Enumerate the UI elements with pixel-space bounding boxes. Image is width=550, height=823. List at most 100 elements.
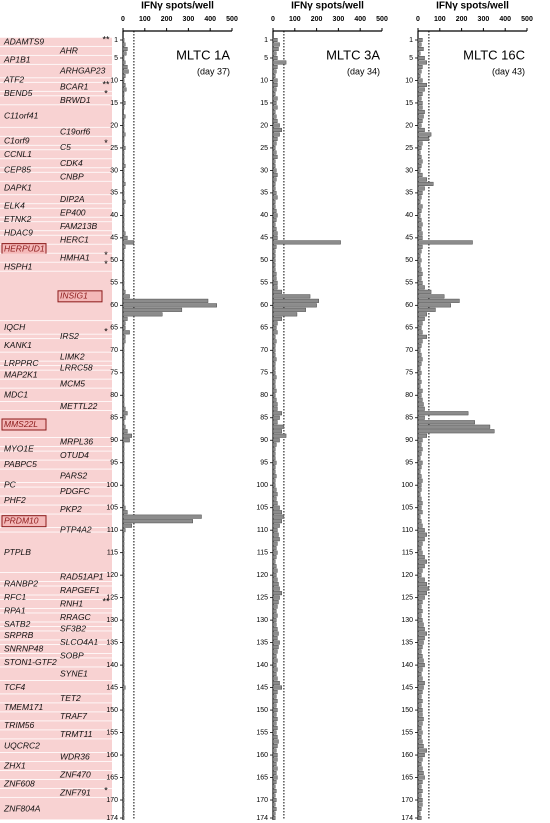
bar bbox=[272, 438, 280, 443]
bar bbox=[417, 483, 422, 488]
bar bbox=[417, 591, 427, 596]
bar bbox=[122, 532, 125, 537]
gene-label: CNBP bbox=[60, 171, 84, 181]
y-tick-label: 160 bbox=[401, 752, 413, 759]
bar bbox=[272, 622, 277, 627]
bar bbox=[417, 775, 425, 780]
bar bbox=[272, 591, 282, 596]
bar bbox=[417, 145, 422, 150]
gene-band bbox=[0, 78, 112, 82]
bar bbox=[122, 154, 125, 159]
bar bbox=[272, 415, 280, 420]
gene-band bbox=[0, 599, 112, 609]
bar bbox=[272, 550, 278, 555]
x-tick-label: 400 bbox=[499, 16, 511, 23]
y-tick-label: 115 bbox=[257, 550, 268, 557]
y-tick-label: 40 bbox=[110, 212, 118, 219]
bar bbox=[122, 352, 125, 357]
bar bbox=[122, 730, 125, 735]
bar bbox=[417, 325, 422, 330]
bar bbox=[122, 78, 125, 83]
bar bbox=[122, 456, 125, 461]
panel-title: MLTC 3A bbox=[326, 47, 380, 62]
significance-mark: * bbox=[104, 88, 108, 98]
gene-band bbox=[0, 487, 112, 496]
bar bbox=[122, 343, 125, 348]
bar bbox=[417, 555, 425, 560]
bar bbox=[272, 726, 278, 731]
y-tick-label: 1 bbox=[409, 37, 413, 44]
bar bbox=[122, 748, 125, 753]
bar bbox=[417, 393, 422, 398]
gene-band bbox=[0, 145, 112, 150]
bar bbox=[272, 505, 280, 510]
gene-label: TET2 bbox=[60, 693, 81, 703]
bar bbox=[272, 775, 278, 780]
gene-band bbox=[0, 694, 112, 703]
bar bbox=[122, 681, 125, 686]
gene-box bbox=[57, 290, 103, 303]
y-tick-label: 75 bbox=[110, 370, 118, 377]
x-tick-label: 100 bbox=[289, 16, 301, 23]
bar bbox=[417, 321, 423, 326]
bar bbox=[122, 388, 125, 393]
x-tick-label: 500 bbox=[521, 16, 533, 23]
y-tick-label: 85 bbox=[110, 415, 118, 422]
y-tick-label: 135 bbox=[106, 639, 118, 646]
bar bbox=[272, 721, 277, 726]
bar bbox=[272, 231, 278, 236]
bar bbox=[272, 132, 280, 137]
bar bbox=[417, 280, 423, 285]
y-tick-label: 105 bbox=[256, 505, 268, 512]
bar bbox=[122, 91, 125, 96]
bar bbox=[122, 222, 125, 227]
bar bbox=[417, 613, 422, 618]
y-tick-label: 60 bbox=[110, 302, 118, 309]
gene-band bbox=[0, 235, 112, 244]
bar bbox=[417, 586, 430, 591]
bar bbox=[417, 649, 422, 654]
bar bbox=[417, 816, 422, 820]
bar bbox=[272, 82, 278, 87]
bar bbox=[417, 285, 425, 290]
bar bbox=[417, 352, 422, 357]
bar bbox=[272, 127, 282, 132]
y-tick-label: 30 bbox=[260, 167, 268, 174]
bar bbox=[417, 487, 422, 492]
bar bbox=[417, 105, 423, 110]
bar bbox=[417, 681, 425, 686]
gene-band bbox=[0, 770, 112, 779]
bar bbox=[122, 82, 126, 87]
bar bbox=[272, 762, 277, 767]
y-tick-label: 125 bbox=[401, 594, 413, 601]
bar bbox=[122, 622, 125, 627]
bar bbox=[122, 600, 125, 605]
bar bbox=[417, 388, 423, 393]
gene-band bbox=[0, 631, 112, 640]
bar bbox=[417, 294, 445, 299]
gene-band bbox=[0, 46, 112, 55]
bar bbox=[272, 780, 277, 785]
bar bbox=[122, 402, 125, 407]
gene-label: AHR bbox=[59, 45, 78, 55]
bar bbox=[417, 334, 427, 339]
bar bbox=[272, 289, 282, 294]
gene-label: IRS2 bbox=[60, 331, 79, 341]
panel-title: MLTC 1A bbox=[176, 47, 230, 62]
gene-band bbox=[0, 208, 112, 217]
bar bbox=[417, 307, 436, 312]
bar bbox=[417, 262, 421, 267]
significance-mark: * bbox=[104, 138, 108, 148]
bar bbox=[122, 429, 128, 434]
gene-label: SNRNP48 bbox=[4, 644, 43, 654]
bar bbox=[272, 645, 279, 650]
bar bbox=[272, 618, 277, 623]
gene-label: WDR36 bbox=[60, 752, 90, 762]
bar bbox=[272, 222, 276, 227]
bar bbox=[272, 492, 278, 497]
y-tick-label: 50 bbox=[260, 257, 268, 264]
bar bbox=[272, 271, 277, 276]
bar bbox=[272, 69, 277, 74]
bar bbox=[122, 105, 125, 110]
